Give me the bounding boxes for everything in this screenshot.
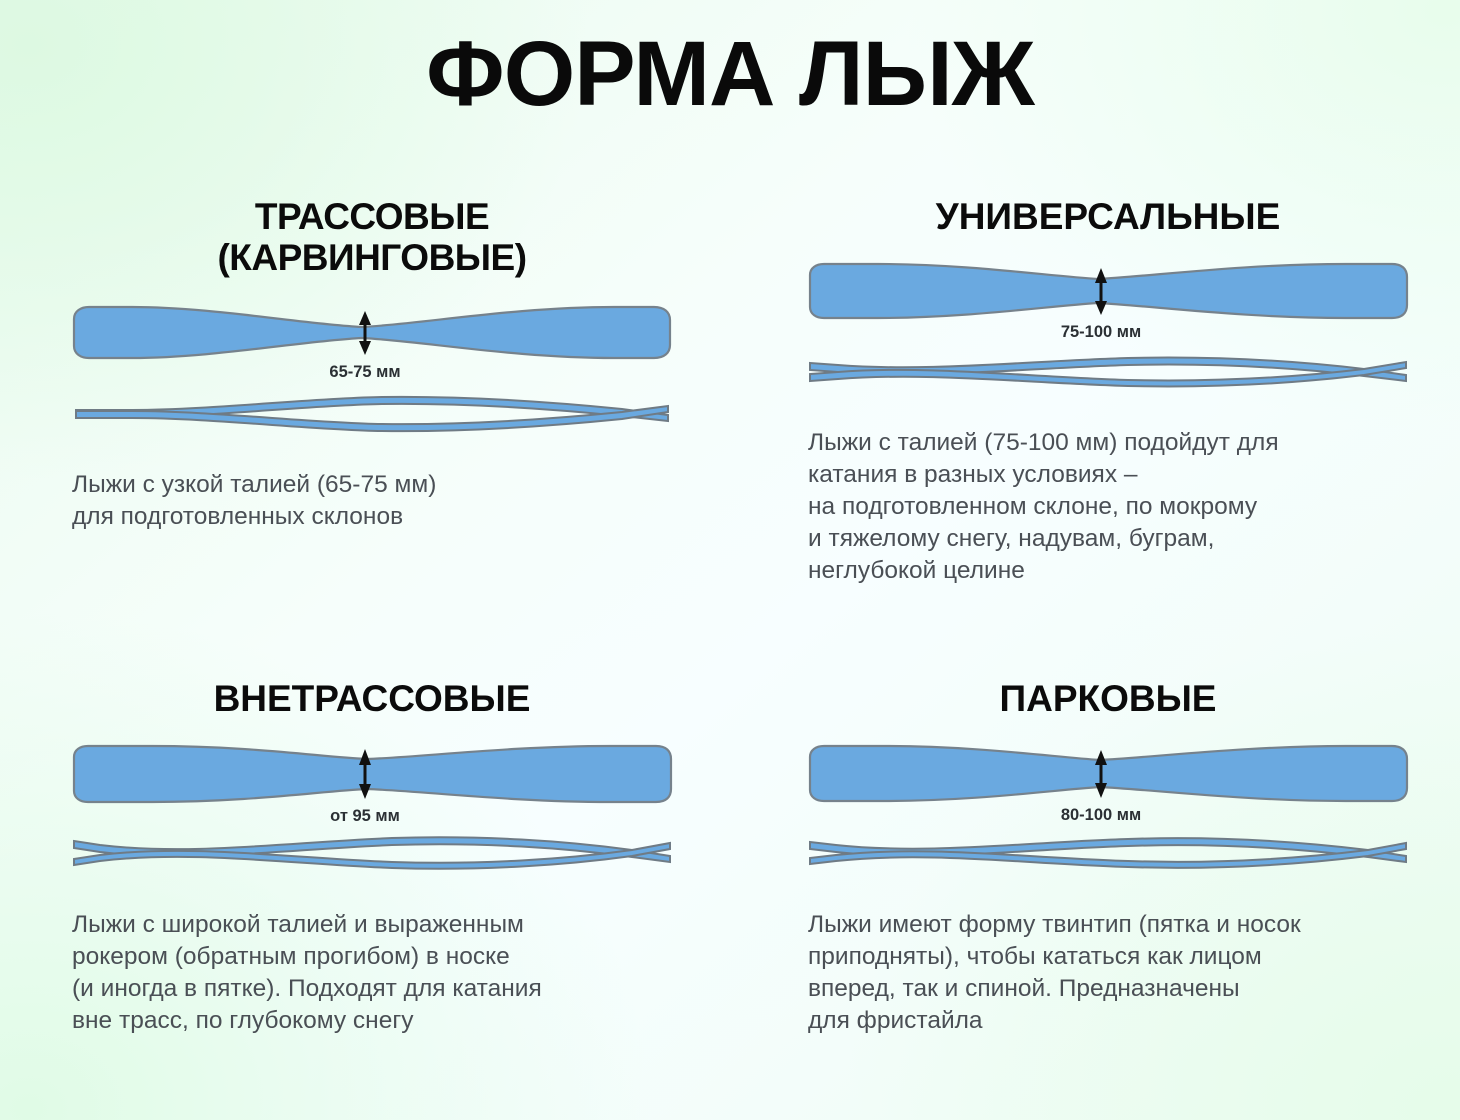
card-park-title-line1: ПАРКОВЫЕ: [999, 678, 1217, 719]
double-arrow-vertical-icon: [359, 749, 371, 800]
ski-side-view-pair: [75, 395, 669, 432]
desc-line: Лыжи с узкой талией (65-75 мм): [72, 470, 437, 498]
desc-line: неглубокой целине: [808, 556, 1025, 584]
desc-line: и тяжелому снегу, надувам, буграм,: [808, 524, 1215, 552]
desc-line: для подготовленных склонов: [72, 502, 404, 530]
desc-line: вперед, так и спиной. Предназначены: [808, 975, 1240, 1003]
card-carving-waist-label: 65-75 мм: [329, 363, 400, 381]
desc-line: катания в разных условиях –: [808, 461, 1138, 489]
ski-top-view: [72, 305, 672, 359]
ski-side-view-pair: [809, 357, 1407, 388]
ski-top-view: [808, 745, 1409, 803]
ski-side-view-pair: [809, 837, 1407, 870]
card-carving-title-line2: (КАРВИНГОВЫЕ): [217, 237, 527, 279]
desc-line: Лыжи с широкой талией и выраженным: [72, 911, 524, 939]
card-universal-diagram: 75-100 мм: [798, 255, 1418, 405]
card-freeride-description: Лыжи с широкой талией и выраженным рокер…: [72, 909, 672, 1036]
double-arrow-vertical-icon: [1095, 268, 1107, 316]
page-title: ФОРМА ЛЫЖ: [426, 23, 1035, 125]
card-universal-title-line1: УНИВЕРСАЛЬНЫЕ: [935, 196, 1281, 237]
card-freeride-title: ВНЕТРАССОВЫЕ: [62, 678, 682, 719]
desc-line: на подготовленном склоне, по мокрому: [808, 493, 1258, 521]
ski-side-view-pair: [73, 836, 671, 871]
card-park: ПАРКОВЫЕ 80-100 мм Лыжи имеют: [798, 678, 1418, 1037]
card-universal-description: Лыжи с талией (75-100 мм) подойдут для к…: [808, 427, 1408, 586]
desc-line: Лыжи имеют форму твинтип (пятка и носок: [808, 911, 1301, 939]
desc-line: (и иногда в пятке). Подходят для катания: [72, 975, 542, 1003]
card-universal: УНИВЕРСАЛЬНЫЕ 75-100 мм Лыжи с: [798, 196, 1418, 587]
double-arrow-vertical-icon: [1095, 750, 1107, 799]
ski-top-view: [72, 745, 673, 804]
double-arrow-vertical-icon: [359, 310, 371, 355]
card-park-title: ПАРКОВЫЕ: [798, 678, 1418, 719]
card-carving-diagram: 65-75 мм: [62, 297, 682, 447]
desc-line: приподняты), чтобы кататься как лицом: [808, 943, 1262, 971]
desc-line: для фристайла: [808, 1006, 983, 1034]
card-carving-description: Лыжи с узкой талией (65-75 мм) для подго…: [72, 469, 672, 533]
ski-top-view: [808, 263, 1409, 320]
desc-line: Лыжи с талией (75-100 мм) подойдут для: [808, 429, 1279, 457]
desc-line: рокером (обратным прогибом) в носке: [72, 943, 510, 971]
card-carving-title: ТРАССОВЫЕ (КАРВИНГОВЫЕ): [62, 196, 682, 279]
card-park-waist-label: 80-100 мм: [1061, 806, 1141, 824]
card-park-description: Лыжи имеют форму твинтип (пятка и носок …: [808, 909, 1408, 1036]
card-universal-title: УНИВЕРСАЛЬНЫЕ: [798, 196, 1418, 237]
card-freeride-diagram: от 95 мм: [62, 737, 682, 887]
desc-line: вне трасс, по глубокому снегу: [72, 1006, 414, 1034]
card-freeride: ВНЕТРАССОВЫЕ от 95 мм Лыжи с ш: [62, 678, 682, 1037]
card-universal-waist-label: 75-100 мм: [1061, 323, 1141, 341]
card-freeride-waist-label: от 95 мм: [330, 807, 400, 825]
card-carving-title-line1: ТРАССОВЫЕ: [254, 196, 490, 237]
card-freeride-title-line1: ВНЕТРАССОВЫЕ: [213, 678, 531, 719]
card-carving: ТРАССОВЫЕ (КАРВИНГОВЫЕ) 65-75 мм: [62, 196, 682, 533]
card-park-diagram: 80-100 мм: [798, 737, 1418, 887]
